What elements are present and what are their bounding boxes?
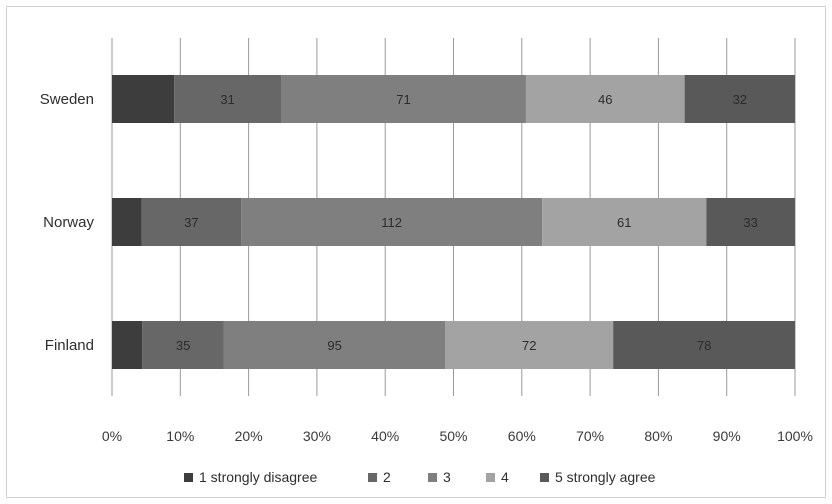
bar-segment (141, 198, 242, 246)
x-tick-label: 40% (371, 428, 399, 444)
data-label: 112 (381, 215, 402, 230)
legend-swatch (428, 473, 437, 482)
x-tick-label: 50% (439, 428, 467, 444)
legend-swatch (486, 473, 495, 482)
x-tick-label: 10% (166, 428, 194, 444)
bar-segment (112, 321, 143, 369)
bar-segment (706, 198, 795, 246)
bar-segment (112, 75, 175, 123)
legend-swatch (184, 473, 193, 482)
data-label: 37 (184, 215, 198, 230)
bar-segment (281, 75, 526, 123)
legend-label: 2 (383, 469, 391, 485)
bar-segment (445, 321, 614, 369)
data-label: 35 (176, 338, 190, 353)
legend-label: 5 strongly agree (555, 469, 656, 485)
legend-swatch (540, 473, 549, 482)
legend-label: 1 strongly disagree (199, 469, 318, 485)
bar-segment (241, 198, 543, 246)
bar-segment (613, 321, 795, 369)
category-label: Norway (43, 214, 94, 231)
data-label: 78 (697, 338, 711, 353)
data-label: 46 (598, 92, 612, 107)
x-tick-label: 90% (713, 428, 741, 444)
bar-segment (542, 198, 707, 246)
category-label: Sweden (40, 91, 94, 108)
x-tick-label: 30% (303, 428, 331, 444)
legend-swatch (368, 473, 377, 482)
x-tick-label: 100% (777, 428, 813, 444)
x-tick-label: 70% (576, 428, 604, 444)
bar-segment (684, 75, 795, 123)
legend-label: 3 (443, 469, 451, 485)
x-tick-label: 60% (508, 428, 536, 444)
category-label: Finland (45, 337, 94, 354)
x-tick-label: 20% (235, 428, 263, 444)
x-tick-label: 0% (102, 428, 122, 444)
data-label: 33 (743, 215, 757, 230)
chart-frame (6, 6, 826, 498)
data-label: 72 (522, 338, 536, 353)
x-tick-label: 80% (644, 428, 672, 444)
bar-segment (525, 75, 685, 123)
bar-segment (112, 198, 142, 246)
data-label: 61 (617, 215, 631, 230)
data-label: 95 (327, 338, 341, 353)
data-label: 71 (396, 92, 410, 107)
bar-segment (142, 321, 224, 369)
legend-label: 4 (501, 469, 509, 485)
bar-segment (174, 75, 282, 123)
data-label: 32 (733, 92, 747, 107)
data-label: 31 (220, 92, 234, 107)
bar-segment (223, 321, 446, 369)
